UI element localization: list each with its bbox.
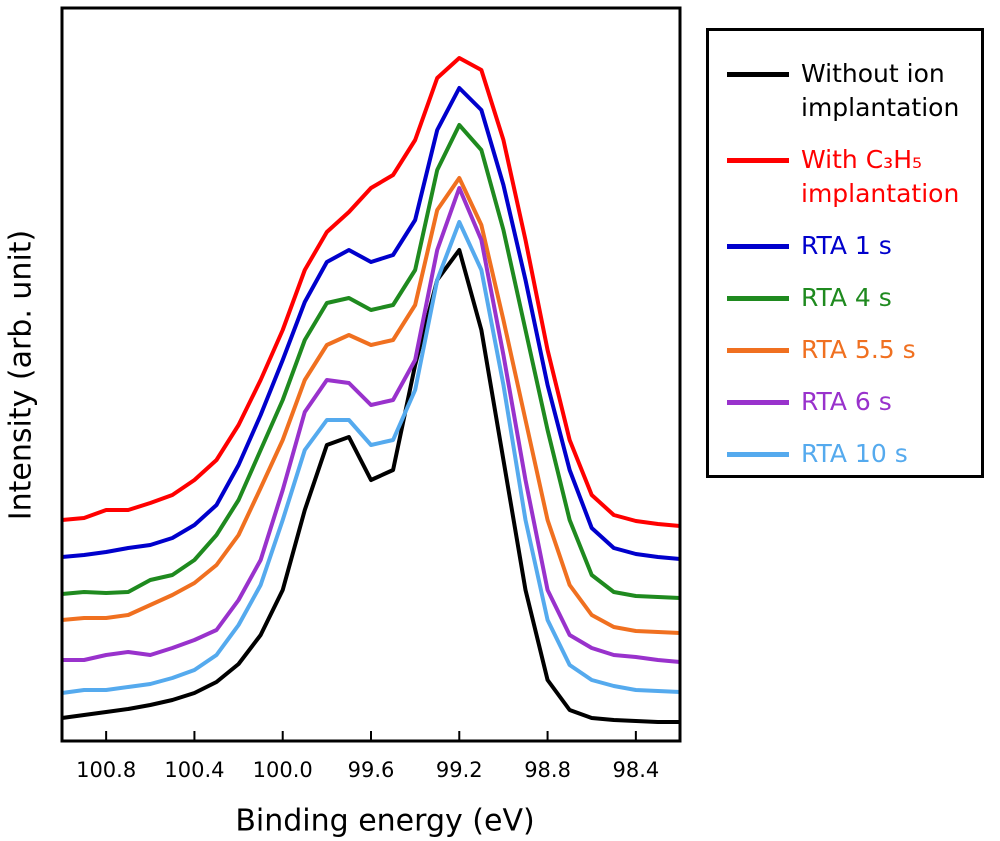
x-tick-label: 100.4 (164, 758, 224, 782)
legend-entry: RTA 5.5 s (727, 333, 981, 367)
legend-label: RTA 4 s (801, 283, 892, 312)
legend-swatch (727, 348, 789, 353)
x-axis-label: Binding energy (eV) (235, 804, 534, 839)
legend-entry: RTA 6 s (727, 385, 981, 419)
x-tick-label: 98.8 (524, 758, 571, 782)
series-line (61, 56, 681, 528)
series-line (61, 176, 681, 635)
x-tick-label: 100.8 (76, 758, 136, 782)
series-line (61, 123, 681, 600)
legend-label: Without ion implantation (801, 59, 960, 122)
x-tick-label: 100.0 (253, 758, 313, 782)
legend-entry: With C₃H₅ implantation (727, 143, 981, 211)
series-line (61, 86, 681, 561)
legend-swatch (727, 158, 789, 163)
legend-swatch (727, 452, 789, 457)
legend-label: RTA 6 s (801, 387, 892, 416)
legend: Without ion implantation With C₃H₅ implan… (706, 28, 984, 478)
x-tick-label: 99.2 (436, 758, 483, 782)
y-axis-label: Intensity (arb. unit) (4, 230, 39, 520)
legend-entry: RTA 10 s (727, 437, 981, 471)
plot-frame (60, 6, 682, 743)
series-line (62, 186, 681, 664)
legend-label: RTA 1 s (801, 231, 892, 260)
legend-label: RTA 10 s (801, 439, 908, 468)
legend-swatch (727, 400, 789, 405)
legend-entry: Without ion implantation (727, 57, 981, 125)
series-line (61, 248, 680, 724)
legend-swatch (727, 72, 789, 77)
legend-entry: RTA 4 s (727, 281, 981, 315)
x-tick-label: 98.4 (612, 758, 659, 782)
legend-swatch (727, 244, 789, 249)
legend-entry: RTA 1 s (727, 229, 981, 263)
legend-swatch (727, 296, 789, 301)
series-line (61, 220, 681, 695)
x-tick-label: 99.6 (348, 758, 395, 782)
legend-label: With C₃H₅ implantation (801, 145, 960, 208)
legend-label: RTA 5.5 s (801, 335, 916, 364)
